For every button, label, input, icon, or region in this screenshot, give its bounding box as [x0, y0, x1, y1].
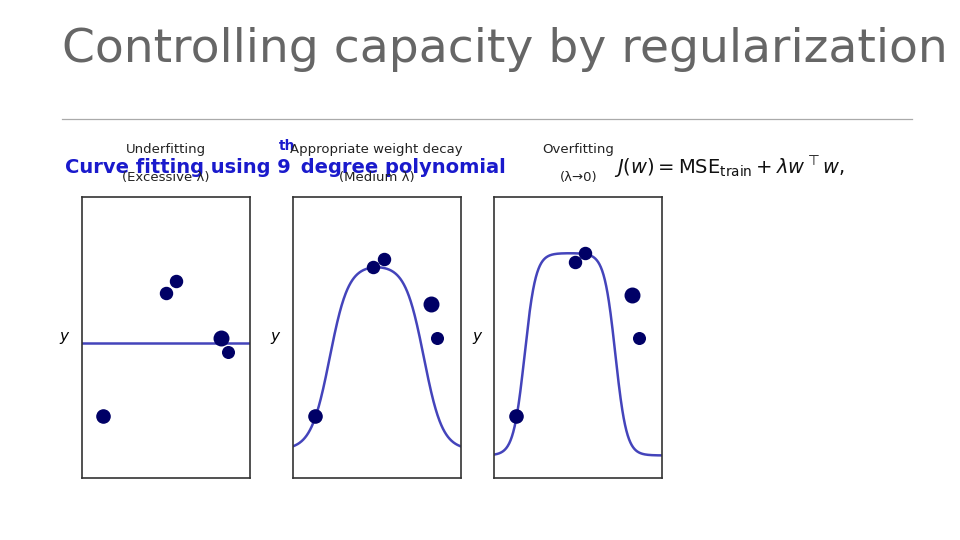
Text: (Excessive λ): (Excessive λ): [122, 171, 209, 184]
Text: Controlling capacity by regularization: Controlling capacity by regularization: [62, 27, 948, 72]
Text: Appropriate weight decay: Appropriate weight decay: [291, 143, 463, 156]
Point: [213, 333, 228, 342]
Text: $x_0$: $x_0$: [569, 507, 588, 522]
Point: [422, 300, 438, 308]
Point: [375, 254, 392, 263]
Text: Curve fitting using 9: Curve fitting using 9: [65, 158, 291, 177]
Point: [632, 333, 647, 342]
Text: $y$: $y$: [471, 329, 484, 346]
Point: [366, 263, 381, 272]
Text: Overfitting: Overfitting: [542, 143, 614, 156]
Point: [578, 249, 593, 258]
Text: $J(w) = \mathrm{MSE}_{\mathrm{train}} + \lambda w^{\top} w,$: $J(w) = \mathrm{MSE}_{\mathrm{train}} + …: [614, 154, 845, 180]
Point: [509, 412, 524, 421]
Point: [307, 412, 323, 421]
Text: $x_0$: $x_0$: [156, 507, 175, 522]
Point: [157, 288, 174, 297]
Text: degree polynomial: degree polynomial: [294, 158, 506, 177]
Text: $y$: $y$: [59, 329, 71, 346]
Point: [96, 412, 111, 421]
Text: $y$: $y$: [270, 329, 282, 346]
Point: [429, 333, 444, 342]
Point: [624, 291, 639, 300]
Point: [168, 277, 183, 286]
Text: (Medium λ): (Medium λ): [339, 171, 415, 184]
Point: [220, 347, 235, 356]
Point: [567, 258, 583, 266]
Bar: [34, 505, 662, 540]
Text: th: th: [278, 139, 295, 153]
Text: $x_0$: $x_0$: [368, 507, 386, 522]
Text: (λ→0): (λ→0): [560, 171, 597, 184]
Text: Underfitting: Underfitting: [126, 143, 205, 156]
